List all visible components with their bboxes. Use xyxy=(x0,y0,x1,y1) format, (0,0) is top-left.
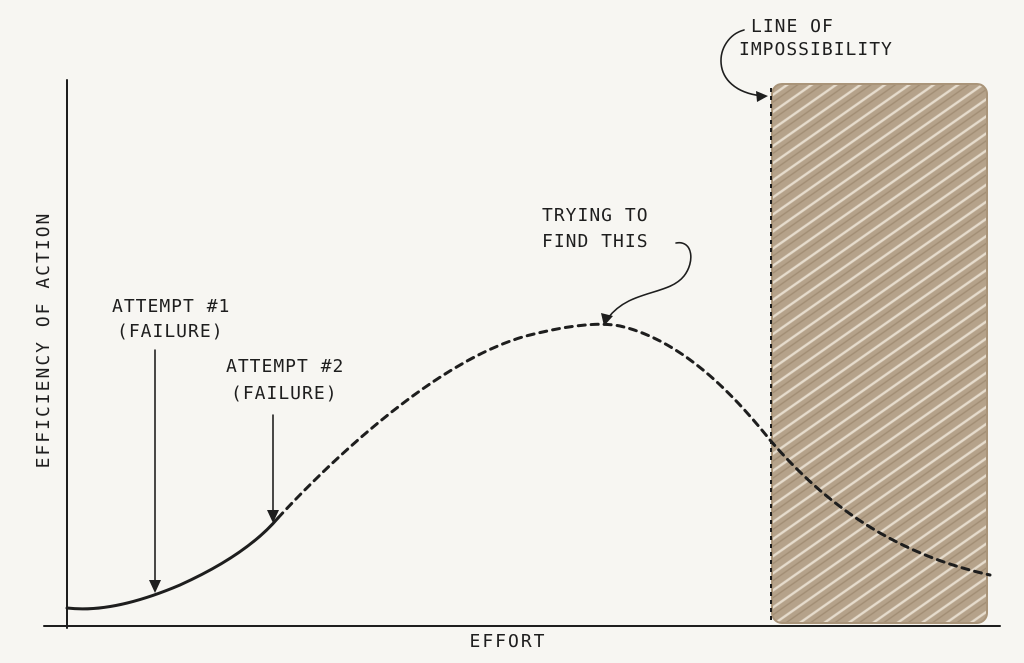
attempt1-label-line2: (FAILURE) xyxy=(117,321,224,342)
attempt2-label-line2: (FAILURE) xyxy=(231,383,338,404)
attempt2-label-line1: ATTEMPT #2 xyxy=(226,356,344,377)
boundary-label-line2: IMPOSSIBILITY xyxy=(739,39,893,60)
peak-label-line1: TRYING TO xyxy=(542,205,649,226)
peak-arrow-head xyxy=(601,313,613,326)
y-axis-label: EFFICIENCY OF ACTION xyxy=(33,212,54,469)
curve-untried-segment xyxy=(276,322,992,577)
peak-label-line2: FIND THIS xyxy=(542,231,649,252)
curve-tried-segment xyxy=(65,516,280,611)
peak-arrow xyxy=(607,242,692,319)
boundary-arrow xyxy=(720,29,763,97)
x-axis-label: EFFORT xyxy=(469,631,546,652)
attempt1-arrow-head xyxy=(149,580,161,593)
attempt1-label-line1: ATTEMPT #1 xyxy=(112,296,230,317)
impossible-zone xyxy=(771,83,988,624)
boundary-arrow-head xyxy=(756,91,768,102)
attempt2-arrow-head xyxy=(267,510,279,523)
boundary-label-line1: LINE OF xyxy=(751,16,834,37)
